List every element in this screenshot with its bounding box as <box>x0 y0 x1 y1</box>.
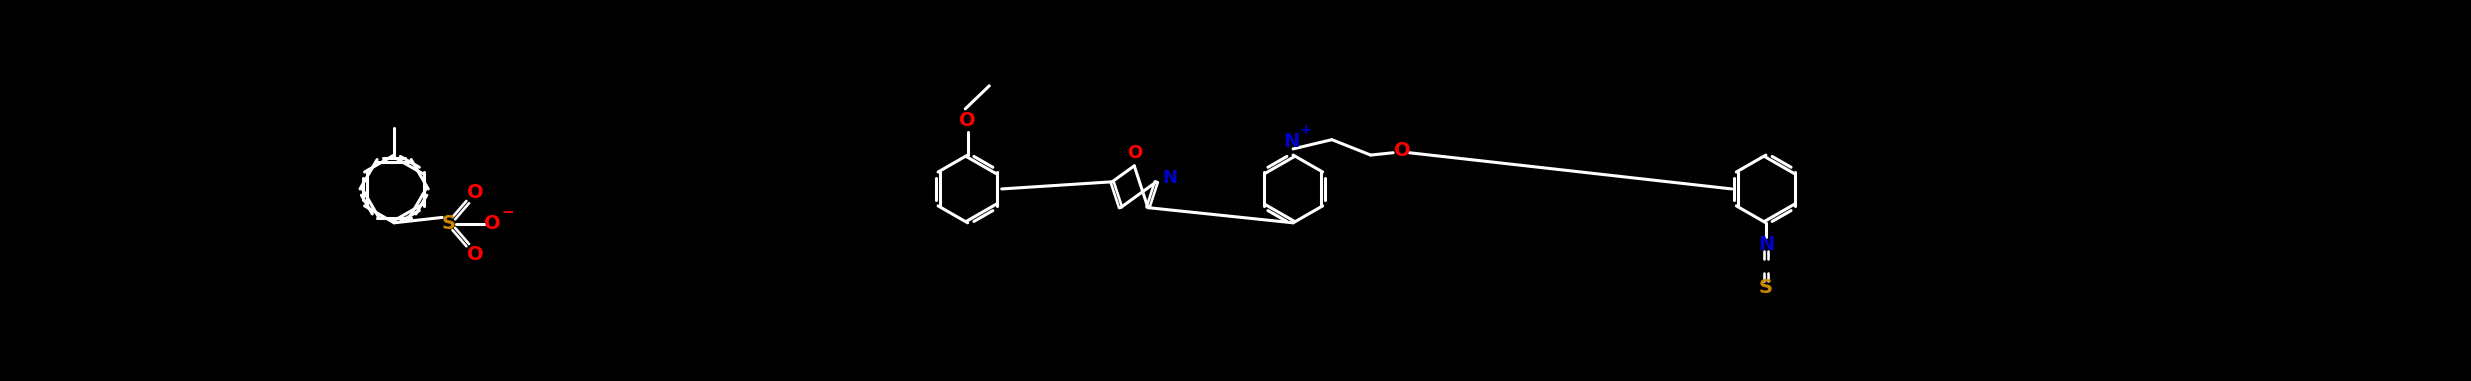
Text: +: + <box>1300 123 1312 138</box>
Text: O: O <box>484 214 502 233</box>
Text: N: N <box>1282 132 1300 151</box>
Text: O: O <box>1127 144 1142 162</box>
Text: S: S <box>442 214 455 233</box>
Text: O: O <box>1394 141 1411 160</box>
Text: O: O <box>467 245 484 264</box>
Text: O: O <box>467 183 484 202</box>
Text: S: S <box>1759 278 1772 297</box>
Text: N: N <box>1161 169 1176 187</box>
Text: −: − <box>502 205 514 220</box>
Text: N: N <box>1757 235 1774 254</box>
Text: O: O <box>959 111 976 130</box>
